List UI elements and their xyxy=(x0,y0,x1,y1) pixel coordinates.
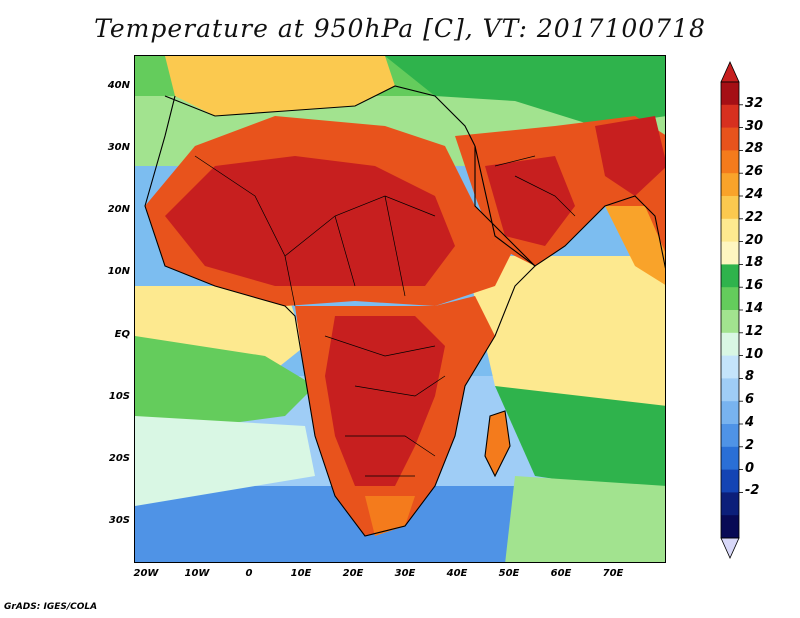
colorbar-label: 32 xyxy=(745,95,764,111)
colorbar-segment xyxy=(721,127,739,151)
colorbar-label: 30 xyxy=(745,118,764,134)
colorbar-segment xyxy=(721,241,739,265)
india-hot-core xyxy=(595,116,665,196)
colorbar-label: 10 xyxy=(745,346,764,362)
border-3 xyxy=(324,335,446,397)
central-africa-hot-core xyxy=(325,316,445,486)
colorbar-segment xyxy=(721,264,739,288)
indian-ocean-green xyxy=(495,386,665,496)
colorbar-label: 22 xyxy=(745,209,764,225)
lon-label-0: 0 xyxy=(245,568,253,579)
equatorial-atlantic-green xyxy=(135,336,315,436)
lat-label-10n: 10N xyxy=(107,266,130,277)
colorbar-label: 6 xyxy=(745,392,755,408)
south-africa-warm xyxy=(365,496,415,536)
lon-label-20e: 20E xyxy=(342,568,364,579)
colorbar-label: 24 xyxy=(745,187,764,202)
south-atlantic-cool xyxy=(135,416,315,506)
coastlines xyxy=(144,85,665,537)
colorbar-label: 14 xyxy=(745,301,764,316)
colorbar-segment xyxy=(721,492,739,516)
colorbar-segment xyxy=(721,469,739,493)
colorbar-segment xyxy=(721,173,739,197)
colorbar-label: 18 xyxy=(745,255,764,271)
india-south xyxy=(605,206,665,285)
lon-label-40e: 40E xyxy=(446,568,468,579)
colorbar-segment xyxy=(721,355,739,379)
colorbar-segment xyxy=(721,401,739,425)
southern-europe xyxy=(165,56,395,116)
colorbar-top-triangle xyxy=(720,61,740,83)
colorbar-label: 20 xyxy=(745,232,764,248)
arabia-india-coast xyxy=(474,145,665,269)
country-borders xyxy=(194,155,576,477)
lon-label-30e: 30E xyxy=(394,568,416,579)
lat-label-eq: EQ xyxy=(114,329,130,340)
lat-label-40n: 40N xyxy=(107,80,130,91)
map-frame[interactable] xyxy=(134,55,666,563)
colorbar-bottom-triangle xyxy=(720,537,740,559)
colorbar-segment xyxy=(721,196,739,220)
madagascar xyxy=(485,411,510,476)
map-title: Temperature at 950hPa [C], VT: 201710071… xyxy=(94,14,706,43)
colorbar-segment xyxy=(721,424,739,448)
sahara-hot-core xyxy=(165,156,455,286)
colorbar-label: 2 xyxy=(745,437,755,453)
colorbar-label: -2 xyxy=(745,483,760,499)
colorbar-label: 12 xyxy=(745,323,764,339)
border-5 xyxy=(494,155,576,217)
colorbar-segment xyxy=(721,218,739,243)
temperature-map xyxy=(135,56,665,562)
colorbar-segment xyxy=(721,287,739,311)
lat-label-20n: 20N xyxy=(107,204,130,215)
colorbar-label: 28 xyxy=(745,141,764,157)
colorbar-label: 16 xyxy=(745,278,764,294)
madagascar-coast xyxy=(484,410,511,478)
colorbar-segment xyxy=(721,104,739,129)
lon-label-10e: 10E xyxy=(290,568,312,579)
lat-label-30s: 30S xyxy=(108,515,130,526)
colorbar-label: 4 xyxy=(745,415,755,430)
border-4 xyxy=(345,435,436,477)
colorbar-segment xyxy=(721,378,739,402)
lat-label-20s: 20S xyxy=(108,453,130,464)
lat-label-10s: 10S xyxy=(108,391,130,402)
border-2 xyxy=(284,195,406,307)
colorbar xyxy=(720,61,743,559)
border-1 xyxy=(194,155,436,257)
colorbar-label: 0 xyxy=(745,460,755,476)
lon-label-10w: 10W xyxy=(184,568,210,579)
lon-label-70e: 70E xyxy=(602,568,624,579)
colorbar-segment xyxy=(721,332,739,357)
colorbar-segment xyxy=(721,515,739,539)
colorbar-segment xyxy=(721,446,739,471)
lon-label-50e: 50E xyxy=(498,568,520,579)
colorbar-segment xyxy=(721,310,739,334)
lon-label-20w: 20W xyxy=(133,568,159,579)
africa-coast xyxy=(144,95,536,537)
arabia-hot-core xyxy=(485,156,575,246)
footer-credit: GrADS: IGES/COLA xyxy=(4,602,98,612)
colorbar-segment xyxy=(721,82,739,106)
colorbar-segment xyxy=(721,150,739,174)
colorbar-label: 8 xyxy=(745,369,755,385)
colorbar-label: 26 xyxy=(745,164,764,180)
lat-label-30n: 30N xyxy=(107,142,130,153)
middle-east-north xyxy=(385,56,665,126)
lon-label-60e: 60E xyxy=(550,568,572,579)
south-indian-ocean xyxy=(505,476,665,562)
mediterranean-coast xyxy=(164,85,476,147)
